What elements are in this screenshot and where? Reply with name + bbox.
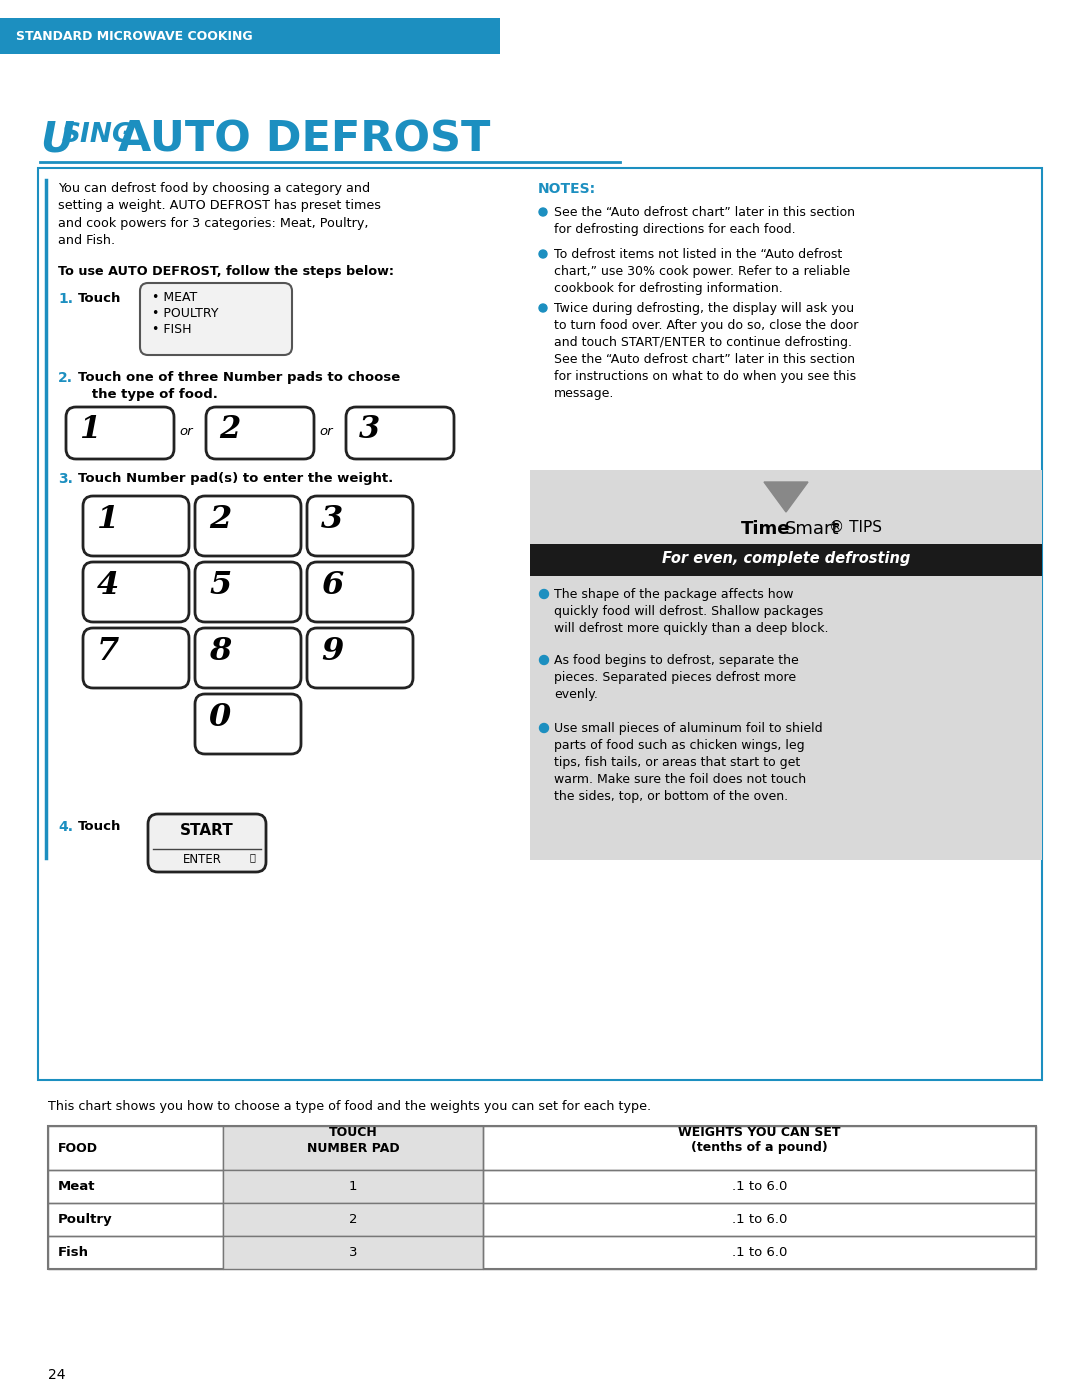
Text: START: START xyxy=(180,823,234,838)
FancyBboxPatch shape xyxy=(307,562,413,622)
Circle shape xyxy=(539,250,546,258)
FancyBboxPatch shape xyxy=(195,629,301,687)
Text: or: or xyxy=(319,425,333,439)
FancyBboxPatch shape xyxy=(307,629,413,687)
Text: ENTER: ENTER xyxy=(183,854,221,866)
Text: NOTES:: NOTES: xyxy=(538,182,596,196)
Circle shape xyxy=(540,655,549,665)
Bar xyxy=(48,1171,222,1203)
Text: 3: 3 xyxy=(359,414,380,446)
Polygon shape xyxy=(764,482,808,511)
Circle shape xyxy=(539,208,546,217)
Text: U: U xyxy=(40,117,73,161)
Text: Touch: Touch xyxy=(78,292,121,305)
Text: • MEAT: • MEAT xyxy=(152,291,198,305)
Text: .1 to 6.0: .1 to 6.0 xyxy=(732,1180,787,1193)
Bar xyxy=(483,1126,1036,1171)
Text: This chart shows you how to choose a type of food and the weights you can set fo: This chart shows you how to choose a typ… xyxy=(48,1099,651,1113)
Text: WEIGHTS YOU CAN SET
(tenths of a pound): WEIGHTS YOU CAN SET (tenths of a pound) xyxy=(678,1126,840,1154)
Text: .1 to 6.0: .1 to 6.0 xyxy=(732,1213,787,1227)
Bar xyxy=(222,1203,483,1236)
Text: 9: 9 xyxy=(321,636,343,666)
Text: 🔒: 🔒 xyxy=(249,852,255,862)
Text: Touch one of three Number pads to choose
   the type of food.: Touch one of three Number pads to choose… xyxy=(78,372,401,401)
Text: 4: 4 xyxy=(97,570,119,601)
FancyBboxPatch shape xyxy=(206,407,314,460)
Text: or: or xyxy=(179,425,192,439)
Text: • FISH: • FISH xyxy=(152,323,191,337)
Text: 6: 6 xyxy=(321,570,343,601)
FancyBboxPatch shape xyxy=(346,407,454,460)
Text: .1 to 6.0: .1 to 6.0 xyxy=(732,1246,787,1259)
Text: Poultry: Poultry xyxy=(58,1213,112,1227)
Text: SING: SING xyxy=(62,122,135,148)
Bar xyxy=(48,1203,222,1236)
FancyBboxPatch shape xyxy=(307,496,413,556)
FancyBboxPatch shape xyxy=(195,496,301,556)
Text: STANDARD MICROWAVE COOKING: STANDARD MICROWAVE COOKING xyxy=(16,29,253,42)
Text: Touch: Touch xyxy=(78,820,121,833)
Text: You can defrost food by choosing a category and
setting a weight. AUTO DEFROST h: You can defrost food by choosing a categ… xyxy=(58,182,381,247)
Text: 0: 0 xyxy=(210,703,231,733)
Bar xyxy=(48,1126,222,1171)
FancyBboxPatch shape xyxy=(83,496,189,556)
Bar xyxy=(483,1171,1036,1203)
Bar xyxy=(48,1126,1036,1268)
Bar xyxy=(222,1171,483,1203)
Bar xyxy=(48,1236,222,1268)
Circle shape xyxy=(540,724,549,732)
FancyBboxPatch shape xyxy=(83,562,189,622)
Circle shape xyxy=(540,590,549,598)
Text: FOOD: FOOD xyxy=(58,1141,98,1154)
FancyBboxPatch shape xyxy=(140,284,292,355)
Text: Touch Number pad(s) to enter the weight.: Touch Number pad(s) to enter the weight. xyxy=(78,472,393,485)
Text: 1.: 1. xyxy=(58,292,73,306)
Bar xyxy=(0,18,500,54)
Bar xyxy=(483,1203,1036,1236)
Bar xyxy=(483,1236,1036,1268)
Bar xyxy=(222,1126,483,1171)
FancyBboxPatch shape xyxy=(83,629,189,687)
Bar xyxy=(38,168,1042,1080)
Text: For even, complete defrosting: For even, complete defrosting xyxy=(662,550,910,566)
Text: TOUCH
NUMBER PAD: TOUCH NUMBER PAD xyxy=(307,1126,400,1154)
Circle shape xyxy=(539,305,546,312)
Text: Twice during defrosting, the display will ask you
to turn food over. After you d: Twice during defrosting, the display wil… xyxy=(554,302,859,400)
Text: The shape of the package affects how
quickly food will defrost. Shallow packages: The shape of the package affects how qui… xyxy=(554,588,828,636)
Bar xyxy=(222,1236,483,1268)
Text: To defrost items not listed in the “Auto defrost
chart,” use 30% cook power. Ref: To defrost items not listed in the “Auto… xyxy=(554,249,850,295)
Text: 3: 3 xyxy=(349,1246,357,1259)
Text: • POULTRY: • POULTRY xyxy=(152,307,218,320)
Bar xyxy=(530,543,1042,576)
Text: 1: 1 xyxy=(349,1180,357,1193)
Text: ® TIPS: ® TIPS xyxy=(829,520,882,535)
Text: 1: 1 xyxy=(79,414,100,446)
Text: Smart: Smart xyxy=(785,520,839,538)
Text: 3.: 3. xyxy=(58,472,72,486)
Text: 24: 24 xyxy=(48,1368,66,1382)
Text: 5: 5 xyxy=(210,570,231,601)
Text: Meat: Meat xyxy=(58,1180,95,1193)
Text: 4.: 4. xyxy=(58,820,73,834)
Text: As food begins to defrost, separate the
pieces. Separated pieces defrost more
ev: As food begins to defrost, separate the … xyxy=(554,654,799,701)
FancyBboxPatch shape xyxy=(195,694,301,754)
Text: To use AUTO DEFROST, follow the steps below:: To use AUTO DEFROST, follow the steps be… xyxy=(58,265,394,278)
Text: 7: 7 xyxy=(97,636,119,666)
Text: See the “Auto defrost chart” later in this section
for defrosting directions for: See the “Auto defrost chart” later in th… xyxy=(554,205,855,236)
Text: 3: 3 xyxy=(321,504,343,535)
Text: Fish: Fish xyxy=(58,1246,89,1259)
Bar xyxy=(530,469,1042,861)
Text: 2: 2 xyxy=(349,1213,357,1227)
Text: Use small pieces of aluminum foil to shield
parts of food such as chicken wings,: Use small pieces of aluminum foil to shi… xyxy=(554,722,823,803)
Text: 2: 2 xyxy=(210,504,231,535)
Text: Time: Time xyxy=(741,520,791,538)
FancyBboxPatch shape xyxy=(195,562,301,622)
FancyBboxPatch shape xyxy=(148,814,266,872)
FancyBboxPatch shape xyxy=(66,407,174,460)
Text: 2.: 2. xyxy=(58,372,73,386)
Text: 1: 1 xyxy=(97,504,119,535)
Text: 2: 2 xyxy=(219,414,240,446)
Text: AUTO DEFROST: AUTO DEFROST xyxy=(118,117,490,161)
Text: 8: 8 xyxy=(210,636,231,666)
